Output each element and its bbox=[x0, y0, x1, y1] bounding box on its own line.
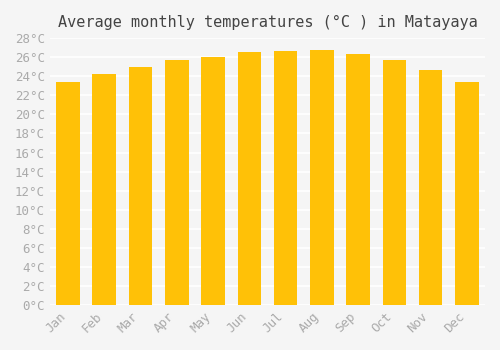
Bar bbox=[455, 82, 478, 305]
Bar bbox=[238, 52, 261, 305]
Bar bbox=[274, 50, 297, 305]
Bar bbox=[56, 82, 80, 305]
Bar bbox=[419, 70, 442, 305]
Bar bbox=[346, 54, 370, 305]
Bar bbox=[128, 67, 152, 305]
Bar bbox=[165, 60, 188, 305]
Title: Average monthly temperatures (°C ) in Matayaya: Average monthly temperatures (°C ) in Ma… bbox=[58, 15, 478, 30]
Bar bbox=[202, 57, 225, 305]
Bar bbox=[310, 50, 334, 305]
Bar bbox=[382, 60, 406, 305]
Bar bbox=[92, 74, 116, 305]
